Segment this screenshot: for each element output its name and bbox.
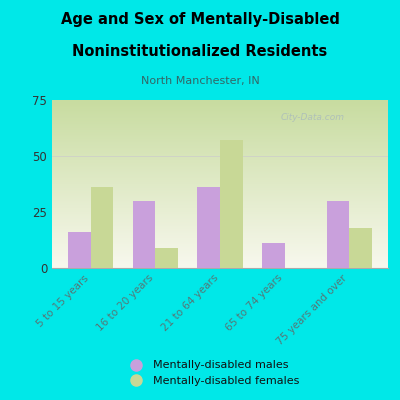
Bar [133,201,155,268]
Bar [91,187,113,268]
Bar [327,201,349,268]
Text: Noninstitutionalized Residents: Noninstitutionalized Residents [72,44,328,59]
Bar [262,243,285,268]
Text: Age and Sex of Mentally-Disabled: Age and Sex of Mentally-Disabled [60,12,340,27]
Text: North Manchester, IN: North Manchester, IN [141,76,259,86]
Text: City-Data.com: City-Data.com [280,114,344,122]
Legend: Mentally-disabled males, Mentally-disabled females: Mentally-disabled males, Mentally-disabl… [120,356,304,390]
Bar [155,248,178,268]
Bar [349,228,372,268]
Bar [197,187,220,268]
Bar [220,140,243,268]
Bar [68,232,91,268]
